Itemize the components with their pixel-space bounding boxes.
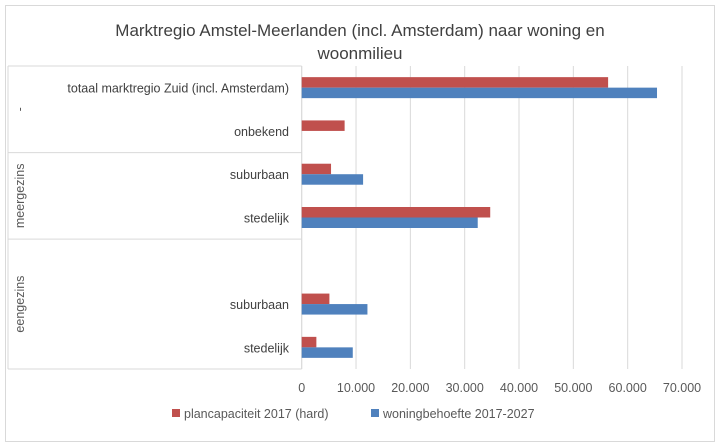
category-label: stedelijk	[244, 341, 290, 355]
x-tick-label: 0	[298, 381, 305, 395]
bar-plancapaciteit	[301, 336, 317, 348]
category-label: onbekend	[234, 125, 289, 139]
bar-plancapaciteit	[301, 293, 330, 305]
category-label: totaal marktregio Zuid (incl. Amsterdam)	[67, 82, 289, 96]
x-tick-label: 70.000	[663, 381, 701, 395]
legend-label: plancapaciteit 2017 (hard)	[184, 407, 329, 421]
bar-woningbehoefte	[301, 87, 658, 99]
x-tick-label: 60.000	[609, 381, 647, 395]
group-label: -	[13, 107, 27, 111]
category-label: suburbaan	[230, 168, 289, 182]
bar-woningbehoefte	[301, 304, 368, 315]
x-tick-label: 10.000	[337, 381, 375, 395]
group-label: eengezins	[13, 276, 27, 333]
bar-plancapaciteit	[301, 77, 609, 88]
x-tick-label: 50.000	[554, 381, 592, 395]
bar-woningbehoefte	[301, 217, 478, 228]
category-label: suburbaan	[230, 298, 289, 312]
chart-title-line-2: woonmilieu	[316, 44, 402, 63]
legend-swatch	[172, 409, 180, 417]
bar-plancapaciteit	[301, 120, 345, 131]
group-label: meergezins	[13, 164, 27, 229]
x-tick-label: 20.000	[391, 381, 429, 395]
category-label: stedelijk	[244, 212, 290, 226]
bar-plancapaciteit	[301, 207, 491, 218]
x-tick-label: 40.000	[500, 381, 538, 395]
bar-woningbehoefte	[301, 174, 364, 185]
legend-swatch	[371, 409, 379, 417]
chart-title-line-1: Marktregio Amstel-Meerlanden (incl. Amst…	[115, 21, 604, 40]
bar-plancapaciteit	[301, 163, 332, 175]
bar-woningbehoefte	[301, 347, 353, 358]
legend-label: woningbehoefte 2017-2027	[382, 407, 535, 421]
x-tick-label: 30.000	[446, 381, 484, 395]
